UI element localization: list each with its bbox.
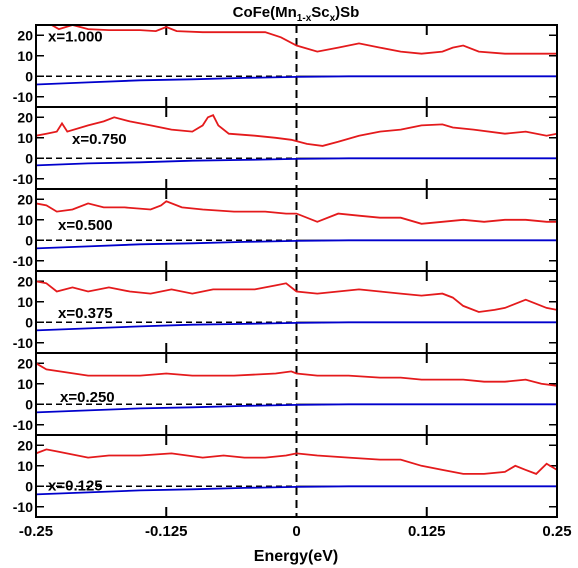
- y-tick-label: -10: [13, 89, 33, 105]
- chart-title: CoFe(Mn1-xScx)Sb: [233, 4, 360, 24]
- minority-spin-line: [36, 485, 557, 496]
- majority-spin-line: [36, 448, 557, 475]
- minority-spin-line: [36, 75, 557, 86]
- y-tick-label: 0: [25, 68, 33, 84]
- y-tick-label: -10: [13, 499, 33, 515]
- panel-frame: [35, 434, 558, 518]
- x-tick-label: 0.25: [542, 523, 571, 540]
- y-tick-label: 10: [17, 48, 33, 64]
- minority-spin-line: [36, 321, 557, 332]
- panel-label: x=0.125: [48, 477, 103, 494]
- y-tick-label: -10: [13, 335, 33, 351]
- majority-spin-line: [36, 25, 557, 55]
- y-tick-label: 20: [17, 437, 33, 453]
- panel-5: 20 10 0 -10 x=0.250: [13, 352, 558, 436]
- panel-3: 20 10 0 -10 x=0.500: [13, 188, 558, 272]
- x-tick-label: -0.125: [145, 523, 188, 540]
- x-axis-label: Energy(eV): [254, 548, 338, 565]
- panel-4: 20 10 0 -10 x=0.375: [13, 270, 558, 354]
- y-tick-label: 0: [25, 396, 33, 412]
- minority-spin-line: [36, 239, 557, 250]
- y-tick-label: 20: [17, 355, 33, 371]
- majority-spin-line: [36, 200, 557, 225]
- y-tick-label: -10: [13, 171, 33, 187]
- x-axis: -0.25 -0.125 0 0.125 0.25: [19, 523, 572, 540]
- panel-label: x=0.750: [72, 131, 127, 148]
- x-tick-label: 0.125: [408, 523, 446, 540]
- y-tick-label: 20: [17, 27, 33, 43]
- panel-label: x=0.375: [58, 305, 113, 322]
- minority-spin-line: [36, 403, 557, 414]
- majority-spin-line: [36, 280, 557, 313]
- y-tick-label: 10: [17, 212, 33, 228]
- panel-2: 20 10 0 -10 x=0.750: [13, 106, 558, 190]
- panels-group: 20 10 0 -10 x=1.000 20 10 0 -10 x=0.750 20 10 0 -10 x=…: [13, 24, 558, 518]
- y-tick-label: 20: [17, 109, 33, 125]
- x-tick-label: -0.25: [19, 523, 53, 540]
- y-tick-label: 0: [25, 150, 33, 166]
- y-tick-label: 0: [25, 314, 33, 330]
- panel-label: x=0.500: [58, 217, 113, 234]
- majority-spin-line: [36, 362, 557, 387]
- y-tick-label: -10: [13, 253, 33, 269]
- minority-spin-line: [36, 157, 557, 167]
- y-tick-label: 10: [17, 458, 33, 474]
- majority-spin-line: [36, 114, 557, 147]
- y-tick-label: 10: [17, 130, 33, 146]
- panel-label: x=1.000: [48, 28, 103, 45]
- y-tick-label: 20: [17, 273, 33, 289]
- y-tick-label: 20: [17, 191, 33, 207]
- y-tick-label: 10: [17, 294, 33, 310]
- panel-label: x=0.250: [60, 389, 115, 406]
- y-tick-label: -10: [13, 417, 33, 433]
- y-tick-label: 0: [25, 232, 33, 248]
- y-tick-label: 0: [25, 478, 33, 494]
- panel-6: 20 10 0 -10 x=0.125: [13, 434, 558, 518]
- panel-1: 20 10 0 -10 x=1.000: [13, 24, 558, 108]
- y-tick-label: 10: [17, 376, 33, 392]
- x-tick-label: 0: [292, 523, 300, 540]
